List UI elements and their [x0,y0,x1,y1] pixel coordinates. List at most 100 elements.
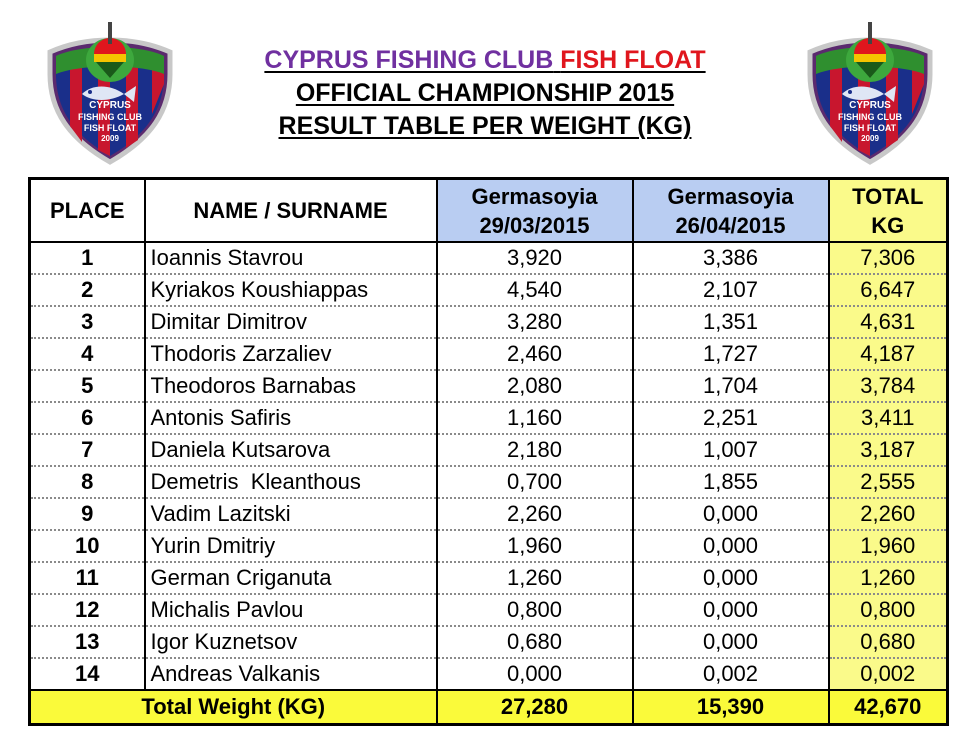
total-weight-label: Total Weight (KG) [28,689,438,726]
cell-round2: 3,386 [631,242,830,275]
cell-place: 9 [28,498,146,531]
cell-round1: 2,260 [435,498,634,531]
cell-place: 11 [28,562,146,595]
logo-text-line2: FISHING CLUB [838,112,902,122]
cell-total: 1,260 [827,562,949,595]
cell-round1: 0,800 [435,594,634,627]
total-header-line2: KG [871,212,905,238]
cell-place: 2 [28,274,146,307]
total-weight-row: Total Weight (KG) 27,280 15,390 42,670 [28,689,949,726]
cell-round2: 1,704 [631,370,830,403]
club-name: CYPRUS FISHING CLUB [264,46,554,74]
round1-venue: Germasoyia [471,183,598,209]
table-row: 7 Daniela Kutsarova 2,180 1,007 3,187 [28,434,949,467]
cell-round2: 0,000 [631,594,830,627]
column-header-round1: Germasoyia 29/03/2015 [435,177,634,243]
cell-round2: 1,855 [631,466,830,499]
cell-round2: 0,000 [631,530,830,563]
column-header-total: TOTAL KG [827,177,949,243]
cell-place: 14 [28,658,146,691]
cell-name: Daniela Kutsarova [143,434,438,467]
cell-name: Antonis Safiris [143,402,438,435]
column-header-round2: Germasoyia 26/04/2015 [631,177,830,243]
cell-total: 3,187 [827,434,949,467]
cell-round2: 0,000 [631,626,830,659]
round2-date: 26/04/2015 [675,212,786,238]
cell-name: Kyriakos Koushiappas [143,274,438,307]
cell-place: 4 [28,338,146,371]
cell-place: 12 [28,594,146,627]
total-header-line1: TOTAL [852,183,924,209]
total-round1: 27,280 [435,689,634,726]
cell-name: Theodoros Barnabas [143,370,438,403]
table-row: 3 Dimitar Dimitrov 3,280 1,351 4,631 [28,306,949,339]
logo-text-year: 2009 [861,134,879,143]
logo-text-line1: CYPRUS [849,100,891,111]
cell-name: Ioannis Stavrou [143,242,438,275]
cell-total: 3,411 [827,402,949,435]
cell-round1: 2,080 [435,370,634,403]
logo-text-line3: FISH FLOAT [844,123,897,133]
table-row: 8 Demetris Kleanthous 0,700 1,855 2,555 [28,466,949,499]
cell-round2: 0,000 [631,562,830,595]
cell-name: Yurin Dmitriy [143,530,438,563]
cell-name: Thodoris Zarzaliev [143,338,438,371]
cell-round2: 0,000 [631,498,830,531]
cell-place: 6 [28,402,146,435]
cell-round2: 2,251 [631,402,830,435]
cell-place: 5 [28,370,146,403]
cell-name: Vadim Lazitski [143,498,438,531]
table-row: 9 Vadim Lazitski 2,260 0,000 2,260 [28,498,949,531]
cell-round2: 2,107 [631,274,830,307]
cell-place: 13 [28,626,146,659]
title-block: CYPRUS FISHING CLUB FISH FLOAT OFFICIAL … [190,44,780,143]
cell-round1: 2,460 [435,338,634,371]
logo-text-year: 2009 [101,134,119,143]
fishing-club-crest-icon: CYPRUS FISHING CLUB FISH FLOAT 2009 [807,22,933,165]
cell-name: Igor Kuznetsov [143,626,438,659]
table-row: 12 Michalis Pavlou 0,800 0,000 0,800 [28,594,949,627]
cell-total: 2,260 [827,498,949,531]
cell-name: Dimitar Dimitrov [143,306,438,339]
club-title: CYPRUS FISHING CLUB FISH FLOAT [190,44,780,77]
club-logo-left: CYPRUS FISHING CLUB FISH FLOAT 2009 [40,14,180,166]
cell-total: 2,555 [827,466,949,499]
cell-name: Andreas Valkanis [143,658,438,691]
cell-total: 3,784 [827,370,949,403]
cell-total: 1,960 [827,530,949,563]
cell-round1: 3,920 [435,242,634,275]
logo-text-line2: FISHING CLUB [78,112,142,122]
column-header-name: NAME / SURNAME [143,177,438,243]
cell-place: 10 [28,530,146,563]
club-highlight: FISH FLOAT [560,46,706,74]
cell-round1: 0,000 [435,658,634,691]
table-row: 14 Andreas Valkanis 0,000 0,002 0,002 [28,658,949,691]
cell-place: 1 [28,242,146,275]
cell-round1: 0,700 [435,466,634,499]
cell-total: 4,631 [827,306,949,339]
cell-round1: 1,260 [435,562,634,595]
cell-total: 7,306 [827,242,949,275]
table-row: 4 Thodoris Zarzaliev 2,460 1,727 4,187 [28,338,949,371]
cell-round1: 2,180 [435,434,634,467]
table-row: 5 Theodoros Barnabas 2,080 1,704 3,784 [28,370,949,403]
cell-total: 0,680 [827,626,949,659]
results-table: PLACE NAME / SURNAME Germasoyia 29/03/20… [28,177,949,726]
cell-round1: 1,160 [435,402,634,435]
fishing-club-crest-icon: CYPRUS FISHING CLUB FISH FLOAT 2009 [47,22,173,165]
cell-round2: 1,727 [631,338,830,371]
cell-name: German Criganuta [143,562,438,595]
logo-text-line3: FISH FLOAT [84,123,137,133]
cell-place: 7 [28,434,146,467]
cell-round2: 1,351 [631,306,830,339]
total-round2: 15,390 [631,689,830,726]
table-row: 10 Yurin Dmitriy 1,960 0,000 1,960 [28,530,949,563]
cell-round2: 1,007 [631,434,830,467]
cell-place: 3 [28,306,146,339]
championship-title: OFFICIAL CHAMPIONSHIP 2015 [295,79,675,107]
round1-date: 29/03/2015 [479,212,590,238]
cell-name: Demetris Kleanthous [143,466,438,499]
column-header-place: PLACE [28,177,146,243]
cell-round1: 1,960 [435,530,634,563]
club-logo-right: CYPRUS FISHING CLUB FISH FLOAT 2009 [800,14,940,166]
